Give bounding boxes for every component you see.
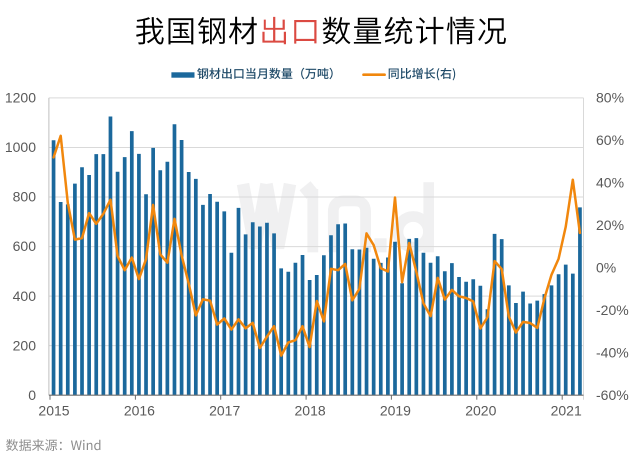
svg-text:2018: 2018 [295,402,326,418]
svg-text:600: 600 [13,238,37,254]
svg-text:40%: 40% [596,175,624,191]
svg-text:2019: 2019 [380,402,411,418]
svg-text:1000: 1000 [5,139,36,155]
svg-text:2017: 2017 [209,402,240,418]
svg-text:400: 400 [13,288,37,304]
svg-text:-20%: -20% [596,302,629,318]
svg-text:-60%: -60% [596,387,629,403]
svg-text:0%: 0% [596,260,616,276]
svg-text:2021: 2021 [551,402,582,418]
svg-text:1200: 1200 [5,90,36,106]
svg-text:-40%: -40% [596,344,629,360]
svg-text:800: 800 [13,189,37,205]
svg-text:2016: 2016 [124,402,155,418]
svg-text:60%: 60% [596,132,624,148]
svg-text:2015: 2015 [38,402,69,418]
svg-text:80%: 80% [596,90,624,106]
svg-text:2020: 2020 [465,402,496,418]
svg-text:0: 0 [28,387,36,403]
svg-text:20%: 20% [596,217,624,233]
svg-text:200: 200 [13,337,37,353]
